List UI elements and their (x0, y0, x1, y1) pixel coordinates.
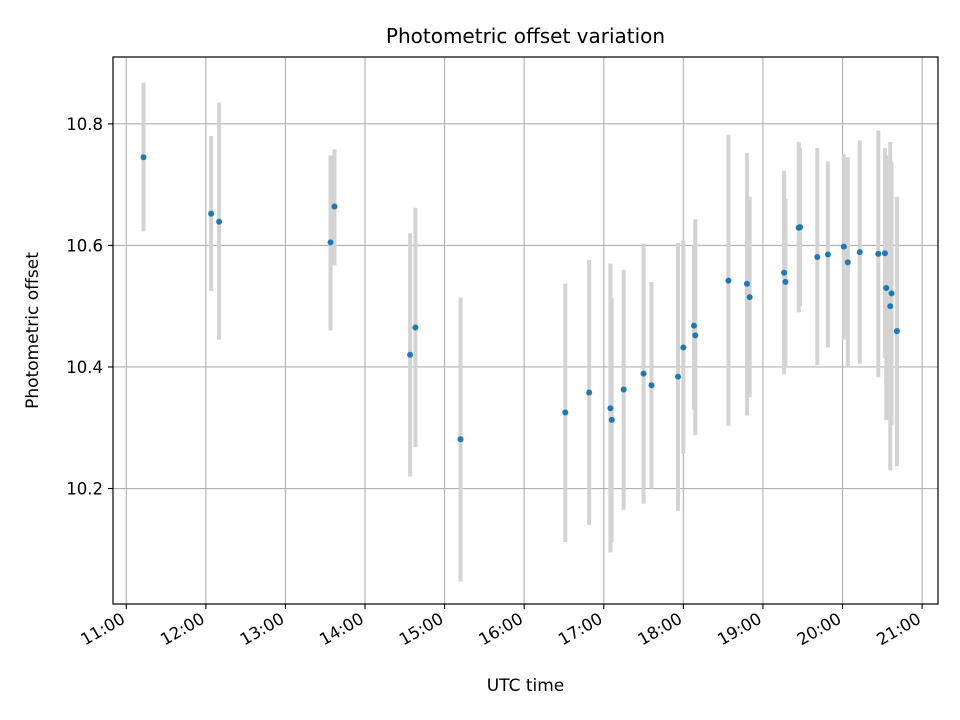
x-axis-title: UTC time (487, 676, 565, 696)
data-point (692, 332, 699, 339)
data-point (824, 251, 831, 258)
data-point (640, 370, 647, 377)
data-point (562, 409, 569, 416)
data-point (887, 303, 894, 310)
data-point (586, 389, 593, 396)
data-point (814, 253, 821, 260)
data-point (607, 405, 614, 412)
data-point (208, 210, 215, 217)
data-point (690, 322, 697, 329)
data-point (875, 250, 882, 257)
y-axis-title: Photometric offset (23, 252, 43, 409)
data-point (840, 243, 847, 250)
data-point (782, 278, 789, 285)
plot-frame (112, 56, 939, 605)
data-point (608, 416, 615, 423)
y-tick-label: 10.4 (66, 358, 103, 377)
data-point (883, 284, 890, 291)
data-point (412, 324, 419, 331)
data-point (327, 239, 334, 246)
data-point (680, 344, 687, 351)
data-point (216, 218, 223, 225)
data-point (725, 277, 732, 284)
data-point (844, 259, 851, 266)
data-point (856, 249, 863, 256)
data-point (888, 290, 895, 297)
data-point (781, 269, 788, 276)
data-point (140, 154, 147, 161)
data-point (331, 203, 338, 210)
chart-title: Photometric offset variation (386, 24, 665, 48)
data-point (881, 250, 888, 257)
data-point (797, 224, 804, 231)
data-point (648, 382, 655, 389)
data-point (893, 328, 900, 335)
data-points (140, 154, 900, 443)
y-tick-label: 10.2 (66, 480, 103, 499)
y-tick-label: 10.8 (66, 115, 103, 134)
data-point (746, 294, 753, 301)
data-point (675, 373, 682, 380)
y-axis-ticks: 10.2 10.4 10.6 10.8 (66, 115, 113, 499)
data-point (457, 436, 464, 443)
data-point (620, 386, 627, 393)
data-point (407, 351, 414, 358)
data-point (744, 280, 751, 287)
y-tick-label: 10.6 (66, 236, 103, 255)
